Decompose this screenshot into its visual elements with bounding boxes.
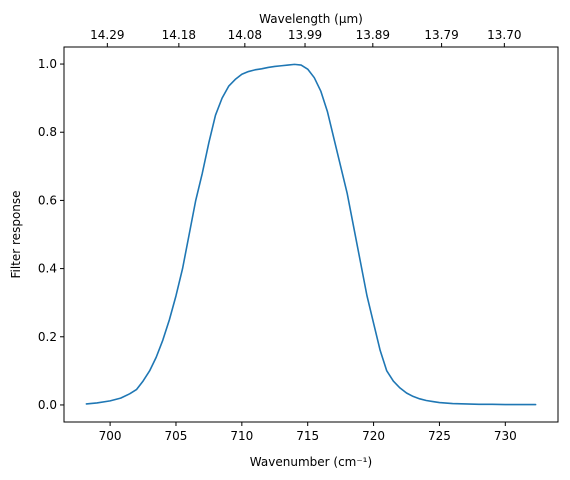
chart-axes: 700 705 710 715 720 725 730 0.0 0.2 0.4 0.6 0.8 1.0 1… (38, 28, 522, 443)
x-tick-label: 730 (494, 429, 517, 443)
x-tick-label: 705 (165, 429, 188, 443)
series-line (85, 63, 537, 406)
y-tick-label: 0.4 (38, 262, 57, 276)
y-axis-title: Filter response (9, 190, 23, 278)
x-tick-label: 700 (99, 429, 122, 443)
x-tick-label: 720 (362, 429, 385, 443)
plot-area (64, 47, 558, 422)
x-tick-label: 710 (230, 429, 253, 443)
plot-frame (63, 46, 559, 423)
y-tick-label: 0.2 (38, 330, 57, 344)
top-tick-label: 14.18 (162, 28, 196, 42)
x-tick-label: 715 (296, 429, 319, 443)
chart-marks (85, 63, 537, 406)
y-tick-label: 0.0 (38, 398, 57, 412)
x-axis-title: Wavenumber (cm⁻¹) (250, 455, 372, 469)
top-tick-label: 13.99 (288, 28, 322, 42)
top-axis-title: Wavelength (μm) (259, 12, 363, 26)
top-tick-label: 13.79 (424, 28, 458, 42)
top-tick-label: 14.08 (228, 28, 262, 42)
y-tick-label: 0.8 (38, 125, 57, 139)
top-tick-label: 13.89 (356, 28, 390, 42)
y-tick-label: 0.6 (38, 193, 57, 207)
x-tick-label: 725 (428, 429, 451, 443)
top-tick-label: 13.70 (487, 28, 521, 42)
y-tick-label: 1.0 (38, 57, 57, 71)
top-tick-label: 14.29 (90, 28, 124, 42)
